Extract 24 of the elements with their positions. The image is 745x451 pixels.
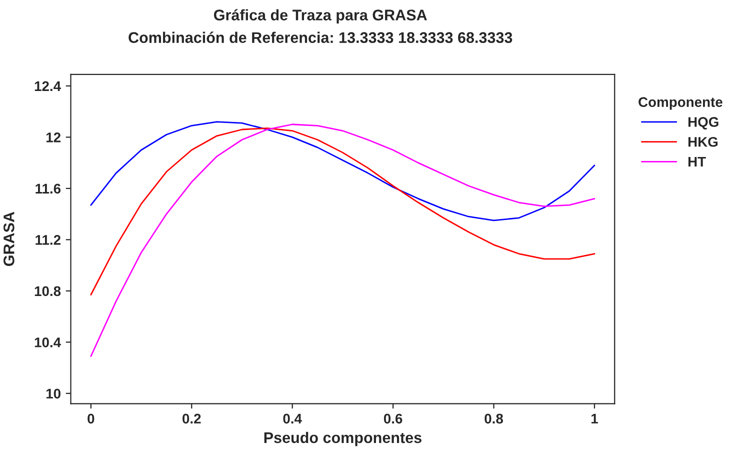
y-tick-label: 11.6 (36, 184, 61, 194)
y-tick-label: 10.4 (34, 337, 61, 348)
x-tick-label: 0.8 (484, 414, 503, 424)
line-series (90, 124, 596, 357)
y-tick-label: 12 (46, 132, 60, 142)
chart-title: Gráfica de Traza para GRASA (214, 9, 427, 24)
x-tick-label: 0.6 (384, 414, 402, 424)
y-tick-label: 12.4 (34, 81, 61, 91)
chart-subtitle: Combinación de Referencia: 13.3333 18.3333 68.3333 (128, 32, 512, 44)
x-tick-label: 0 (88, 414, 94, 424)
x-tick-label: 1 (591, 414, 598, 424)
y-tick-label: 10.8 (34, 286, 61, 296)
legend-label: HT (688, 156, 706, 167)
line-series (90, 121, 596, 222)
x-axis-title: Pseudo componentes (264, 432, 422, 446)
line-series (90, 128, 596, 296)
y-tick-label: 10 (46, 388, 60, 399)
x-tick-label: 0.2 (182, 414, 201, 424)
legend-label: HQG (688, 117, 718, 130)
legend-label: HKG (688, 136, 718, 147)
x-tick-label: 0.4 (283, 414, 302, 424)
y-tick-label: 11.2 (36, 235, 60, 245)
legend-title: Componente (638, 97, 722, 110)
y-axis-title: GRASA (4, 212, 14, 266)
